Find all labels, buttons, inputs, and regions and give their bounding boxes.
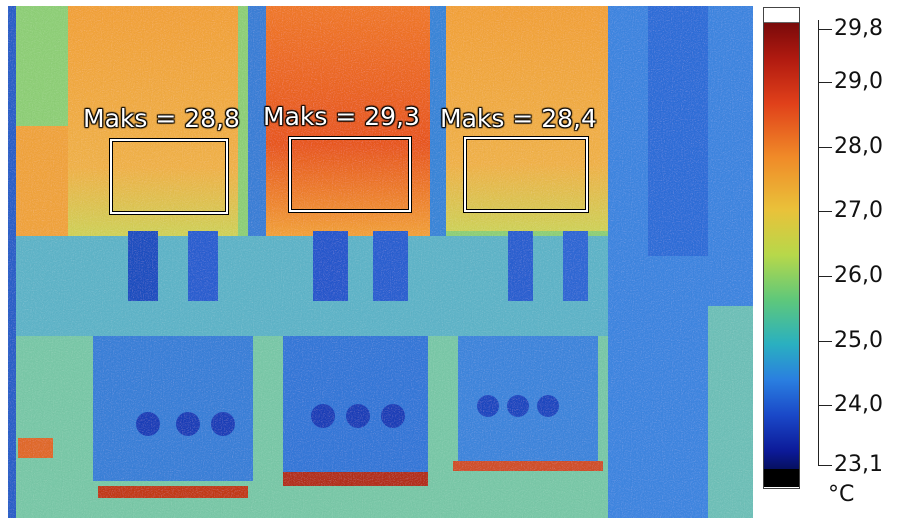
thermal-scene [8,6,753,518]
scale-gradient [764,23,799,469]
scale-bottom-cap [764,469,799,487]
scale-unit-label: °C [828,482,855,507]
scale-ticks: 29,8 29,0 28,0 27,0 26,0 25,0 24,0 23,1 [818,0,904,522]
temperature-color-scale [763,7,800,489]
roi-box-3 [464,137,588,212]
roi-box-1 [110,139,228,214]
scale-top-cap [764,8,799,23]
scale-axis-line [818,20,819,466]
roi-label-3: Maks = 28,4 [440,104,597,133]
roi-label-2: Maks = 29,3 [263,102,420,131]
thermal-image: Maks = 28,8 Maks = 29,3 Maks = 28,4 [8,6,753,518]
roi-label-1: Maks = 28,8 [83,104,240,133]
roi-box-2 [289,137,411,212]
